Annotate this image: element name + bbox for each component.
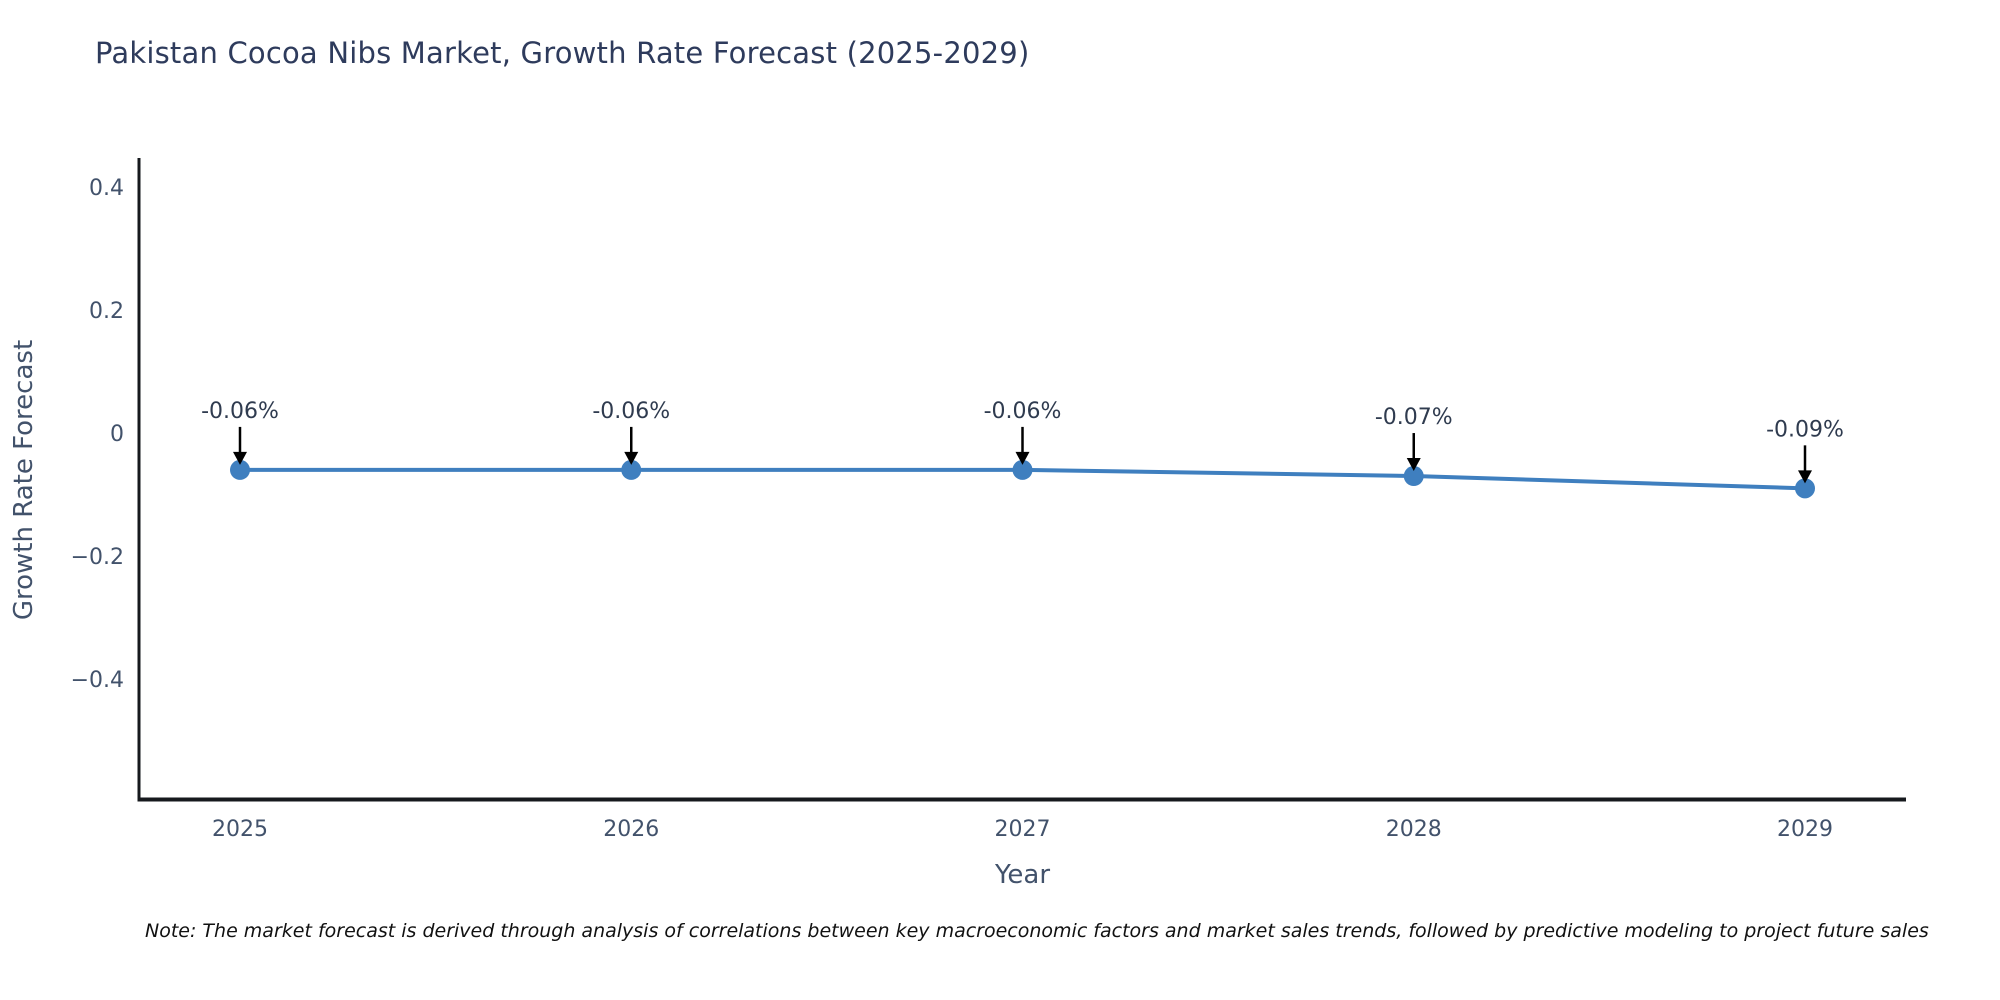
data-point-annotation: -0.09% <box>1766 417 1844 442</box>
data-point-marker <box>1012 459 1033 480</box>
y-tick-label: −0.4 <box>71 668 124 693</box>
annotation-arrowhead <box>1406 458 1421 472</box>
data-point-annotation: -0.06% <box>201 399 279 424</box>
x-tick-label: 2029 <box>1777 817 1833 842</box>
x-tick-label: 2027 <box>995 817 1051 842</box>
data-point-annotation: -0.06% <box>984 399 1062 424</box>
x-tick-label: 2026 <box>603 817 659 842</box>
y-axis-title-text: Growth Rate Forecast <box>9 339 39 621</box>
y-tick-label: −0.2 <box>71 545 124 570</box>
y-tick-label: 0.2 <box>89 299 124 324</box>
chart-title: Pakistan Cocoa Nibs Market, Growth Rate … <box>95 36 1030 70</box>
data-point-marker <box>1403 466 1424 487</box>
annotation-arrowhead <box>233 451 247 465</box>
annotation-arrowhead <box>624 451 639 465</box>
footnote: Note: The market forecast is derived thr… <box>145 920 1929 942</box>
x-tick-label: 2025 <box>212 817 268 842</box>
y-tick-label: 0 <box>110 422 124 447</box>
data-point-annotation: -0.07% <box>1375 405 1453 430</box>
data-point-annotation: -0.06% <box>592 399 670 424</box>
data-point-marker <box>621 459 642 480</box>
x-axis-title: Year <box>994 860 1051 890</box>
annotation-arrowhead <box>1798 470 1812 484</box>
x-tick-label: 2028 <box>1386 817 1442 842</box>
y-axis-title: Growth Rate Forecast <box>4 160 44 800</box>
annotation-arrowhead <box>1015 451 1030 465</box>
y-tick-label: 0.4 <box>89 176 124 201</box>
data-point-marker <box>230 459 250 480</box>
data-point-marker <box>1795 478 1815 499</box>
